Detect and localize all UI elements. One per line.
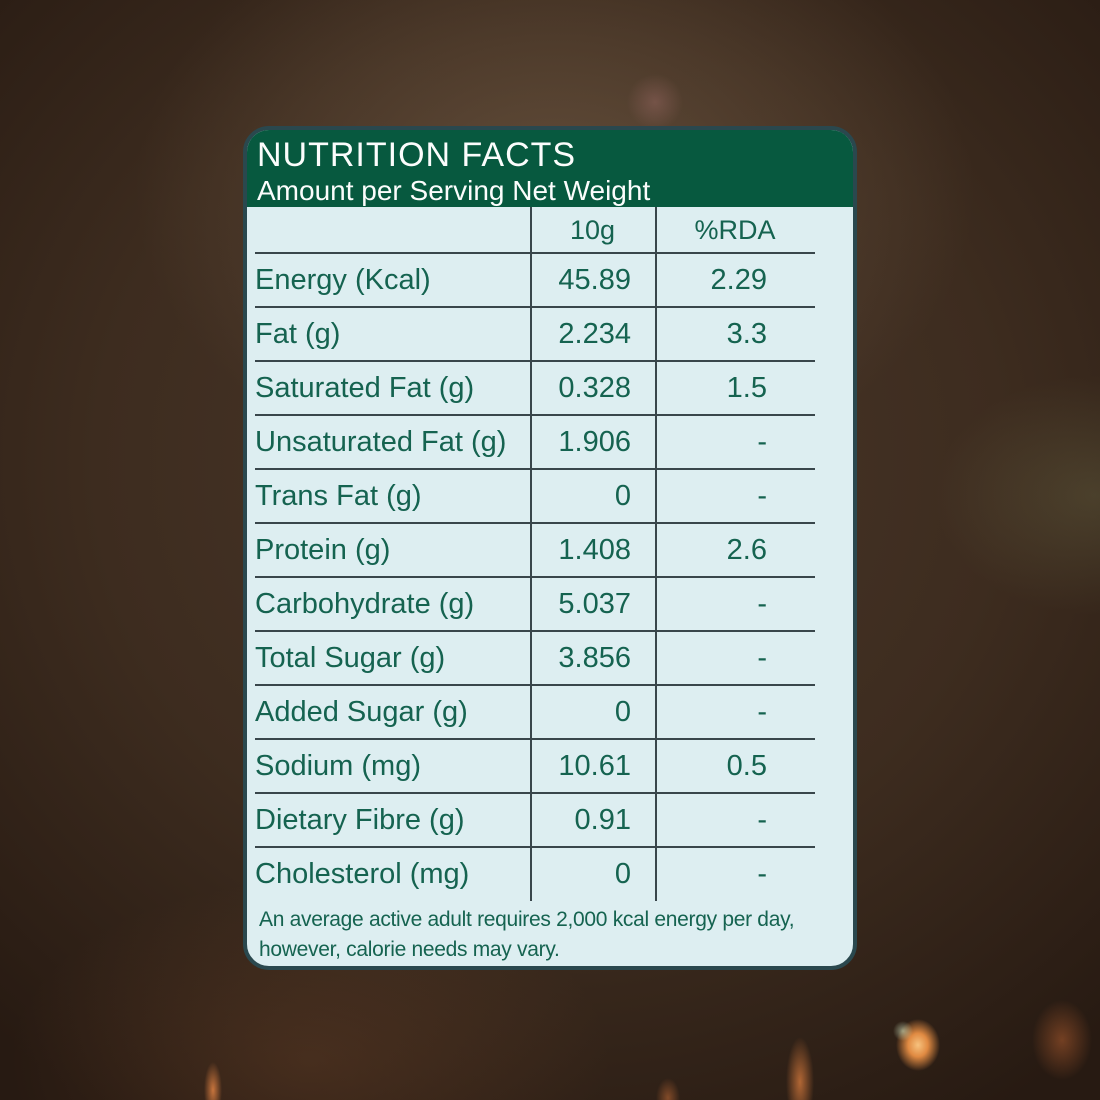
column-divider-2: [655, 207, 657, 901]
nutrient-name-cell: Total Sugar (g): [255, 641, 446, 674]
nutrient-amount-cell: 0: [614, 857, 631, 890]
nutrient-rda-cell: -: [757, 803, 767, 836]
nutrient-amount-cell: 10.61: [558, 749, 631, 782]
nutrient-rda-cell: -: [757, 695, 767, 728]
table-row: Cholesterol (mg) 0 -: [247, 847, 853, 901]
nutrient-amount-cell: 45.89: [558, 263, 631, 296]
nutrient-amount-cell: 0: [614, 479, 631, 512]
column-header-blank: [247, 207, 530, 253]
table-row: Saturated Fat (g) 0.328 1.5: [247, 361, 853, 416]
nutrient-amount-cell: 2.234: [558, 317, 631, 350]
nutrition-table: 10g %RDA Energy (Kcal) 45.89 2.29 Fat (g…: [247, 207, 853, 901]
footnote-line-2: however, calorie needs may vary.: [259, 938, 560, 961]
column-divider-1: [530, 207, 532, 901]
table-row: Protein (g) 1.408 2.6: [247, 523, 853, 578]
footnote: An average active adult requires 2,000 k…: [247, 901, 853, 965]
column-header-rda: %RDA: [694, 214, 776, 245]
nutrient-rda-cell: 2.29: [710, 263, 767, 296]
label-subtitle: Amount per Serving Net Weight: [257, 175, 651, 206]
nutrient-name-cell: Sodium (mg): [255, 749, 421, 782]
nutrient-name-cell: Unsaturated Fat (g): [255, 425, 507, 458]
table-row: Fat (g) 2.234 3.3: [247, 307, 853, 362]
nutrient-amount-cell: 0: [614, 695, 631, 728]
nutrient-name-cell: Fat (g): [255, 317, 341, 350]
nutrient-rda-cell: -: [757, 587, 767, 620]
table-header-row: 10g %RDA: [247, 207, 853, 254]
nutrient-amount-cell: 1.906: [558, 425, 631, 458]
nutrient-amount-cell: 3.856: [558, 641, 631, 674]
column-header-serving: 10g: [569, 214, 616, 245]
table-body: Energy (Kcal) 45.89 2.29 Fat (g) 2.234 3…: [247, 253, 853, 901]
table-row: Dietary Fibre (g) 0.91 -: [247, 793, 853, 848]
table-row: Carbohydrate (g) 5.037 -: [247, 577, 853, 632]
nutrient-rda-cell: -: [757, 857, 767, 890]
nutrient-name-cell: Trans Fat (g): [255, 479, 422, 512]
table-row: Total Sugar (g) 3.856 -: [247, 631, 853, 686]
nutrient-rda-cell: 0.5: [726, 749, 767, 782]
table-row: Trans Fat (g) 0 -: [247, 469, 853, 524]
table-row: Energy (Kcal) 45.89 2.29: [247, 253, 853, 308]
table-row: Unsaturated Fat (g) 1.906 -: [247, 415, 853, 470]
table-row: Added Sugar (g) 0 -: [247, 685, 853, 740]
nutrient-name-cell: Added Sugar (g): [255, 695, 468, 728]
nutrient-name-cell: Dietary Fibre (g): [255, 803, 465, 836]
nutrient-rda-cell: -: [757, 641, 767, 674]
label-header: NUTRITION FACTS Amount per Serving Net W…: [247, 130, 853, 207]
footnote-line-1: An average active adult requires 2,000 k…: [259, 908, 795, 931]
nutrient-rda-cell: -: [757, 479, 767, 512]
nutrient-rda-cell: 3.3: [726, 317, 767, 350]
nutrient-rda-cell: 1.5: [726, 371, 767, 404]
label-title: NUTRITION FACTS: [257, 136, 577, 174]
nutrient-name-cell: Cholesterol (mg): [255, 857, 470, 890]
nutrient-rda-cell: 2.6: [726, 533, 767, 566]
table-row: Sodium (mg) 10.61 0.5: [247, 739, 853, 794]
nutrient-name-cell: Energy (Kcal): [255, 263, 431, 296]
nutrient-amount-cell: 0.91: [574, 803, 631, 836]
nutrient-amount-cell: 1.408: [558, 533, 631, 566]
nutrient-name-cell: Protein (g): [255, 533, 391, 566]
nutrient-amount-cell: 0.328: [558, 371, 631, 404]
nutrient-name-cell: Carbohydrate (g): [255, 587, 475, 620]
nutrition-label-card: NUTRITION FACTS Amount per Serving Net W…: [243, 126, 857, 970]
nutrient-name-cell: Saturated Fat (g): [255, 371, 475, 404]
nutrient-rda-cell: -: [757, 425, 767, 458]
nutrient-amount-cell: 5.037: [558, 587, 631, 620]
